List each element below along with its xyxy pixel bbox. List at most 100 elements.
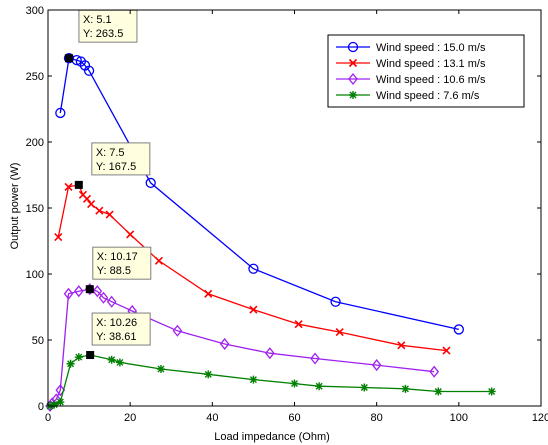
y-tick-label: 250 (26, 71, 44, 83)
x-tick-label: 80 (371, 412, 383, 424)
series-line (57, 184, 447, 352)
data-tip-x-label: X: 7.5 (96, 147, 125, 159)
legend-entry: Wind speed : 10.6 m/s (336, 72, 486, 86)
series-point (55, 107, 66, 119)
x-axis-label: Load impedance (Ohm) (214, 431, 330, 443)
series-point (154, 256, 163, 265)
x-tick-label: 20 (124, 412, 136, 424)
legend-label: Wind speed : 15.0 m/s (376, 42, 486, 54)
y-tick-label: 0 (38, 401, 44, 413)
series-point (106, 295, 117, 308)
data-tips: X: 5.1 Y: 263.5 X: 7.5 Y: 167.5 X: 10.17 Y: 8… (64, 9, 152, 360)
legend-marker (347, 41, 359, 53)
series-point (82, 194, 92, 203)
data-tip-marker (85, 285, 94, 294)
series-point (294, 320, 303, 329)
y-tick-label: 200 (26, 137, 44, 149)
series-point (64, 182, 73, 191)
x-tick-label: 120 (532, 412, 548, 424)
series-point (98, 291, 109, 304)
series-point (63, 53, 75, 64)
series-point (126, 230, 135, 239)
series-point (204, 370, 213, 379)
series-point (115, 358, 124, 367)
data-tip-x-label: X: 10.17 (97, 251, 138, 263)
y-tick-label: 150 (26, 203, 44, 215)
series-point (360, 383, 369, 392)
series-point (83, 65, 95, 76)
series-point (74, 353, 83, 362)
series-point (371, 359, 382, 372)
series-point (401, 384, 410, 393)
legend-label: Wind speed : 13.1 m/s (376, 58, 486, 70)
x-tick-label: 0 (45, 412, 51, 424)
series-point (204, 289, 213, 298)
legend-entry: Wind speed : 15.0 m/s (336, 41, 486, 54)
series-point (249, 305, 258, 314)
legend-marker (348, 58, 358, 68)
legend-label: Wind speed : 10.6 m/s (376, 74, 486, 86)
data-tip-y-label: Y: 88.5 (97, 265, 131, 277)
series-point (335, 328, 344, 337)
series-point (442, 346, 451, 355)
y-tick-label: 50 (32, 335, 44, 347)
data-tip-box (91, 142, 151, 176)
series-point (453, 324, 464, 335)
data-tip-box (92, 246, 152, 280)
data-tip-x-label: X: 10.26 (96, 317, 137, 329)
series-point (249, 375, 258, 384)
x-tick-label: 60 (288, 412, 300, 424)
data-tip-marker (74, 180, 83, 189)
series-point (145, 177, 156, 189)
data-tip: X: 10.17 Y: 88.5 (85, 246, 152, 294)
data-tip-y-label: Y: 167.5 (96, 161, 136, 173)
series-point (95, 206, 104, 215)
series-point (248, 263, 259, 274)
series-point (434, 387, 443, 396)
series-point (290, 379, 299, 388)
series-point (50, 400, 59, 409)
series-point (310, 352, 320, 365)
y-tick-label: 300 (26, 5, 44, 17)
series-point (63, 287, 74, 300)
data-tip: X: 5.1 Y: 263.5 (64, 9, 138, 63)
data-tip-marker (86, 351, 95, 360)
series-point (66, 359, 75, 368)
series-point (429, 365, 440, 378)
legend-marker (348, 72, 358, 86)
series-point (156, 365, 165, 374)
series-point (107, 355, 116, 364)
series-point (56, 398, 65, 407)
series-point (73, 285, 84, 298)
series-point (397, 341, 406, 350)
series-point (487, 387, 496, 396)
data-tip-x-label: X: 5.1 (83, 14, 112, 26)
legend-marker (349, 91, 357, 99)
y-tick-label: 100 (26, 269, 44, 281)
data-tip-y-label: Y: 38.61 (96, 331, 136, 343)
data-tip-box (91, 312, 151, 346)
axes: 0 20 40 60 80 100 120 0 50 100 150 200 250 300 (26, 5, 548, 424)
legend-entry: Wind speed : 7.6 m/s (336, 90, 480, 102)
series-point (54, 232, 63, 242)
series-point (172, 324, 183, 337)
data-tip: X: 10.26 Y: 38.61 (86, 312, 151, 360)
data-tip-marker (64, 54, 73, 63)
legend-entry: Wind speed : 13.1 m/s (336, 58, 486, 70)
legend: Wind speed : 15.0 m/s Wind speed : 13.1 m… (327, 34, 525, 108)
legend-label: Wind speed : 7.6 m/s (376, 90, 480, 102)
series-point (55, 384, 66, 397)
series-point (265, 347, 275, 360)
data-tip-y-label: Y: 263.5 (83, 28, 123, 40)
series-point (105, 210, 114, 219)
series-3 (45, 283, 440, 413)
x-tick-label: 100 (450, 412, 468, 424)
series-point (219, 337, 230, 351)
series-point (330, 296, 341, 307)
x-tick-label: 40 (206, 412, 218, 424)
data-tip: X: 7.5 Y: 167.5 (74, 142, 151, 189)
series-point (315, 382, 324, 391)
series-point (87, 199, 96, 209)
series-point (92, 285, 103, 298)
